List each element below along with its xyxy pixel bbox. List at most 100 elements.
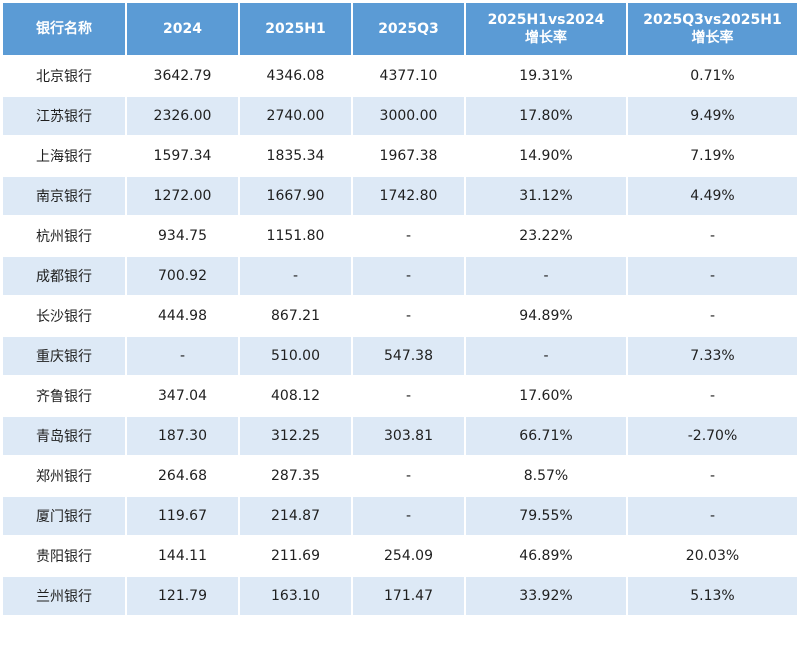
value-cell: 171.47 (351, 575, 466, 617)
value-cell: 211.69 (238, 535, 353, 577)
value-cell: 9.49% (626, 95, 798, 137)
table-row: 重庆银行 -510.00 547.38-7.33% (1, 335, 798, 377)
value-cell: 5.13% (626, 575, 798, 617)
table-row: 杭州银行 934.75 1151.80-23.22% - (1, 215, 798, 257)
bank-name-cell: 重庆银行 (1, 335, 127, 377)
value-cell: 7.19% (626, 135, 798, 177)
value-cell: - (464, 335, 628, 377)
value-cell: - (351, 255, 466, 297)
header-text: 增长率 (691, 30, 734, 46)
value-cell: - (626, 455, 798, 497)
value-cell: 3642.79 (125, 55, 240, 97)
bank-table: 银行名称 2024 2025H1 2025Q3 2025H1vs2024 增长率 2025Q… (1, 1, 798, 617)
value-cell: 20.03% (626, 535, 798, 577)
table-row: 贵阳银行 144.11 211.69 254.09 46.89% 20.03% (1, 535, 798, 577)
value-cell: 187.30 (125, 415, 240, 457)
value-cell: 264.68 (125, 455, 240, 497)
value-cell: 17.60% (464, 375, 628, 417)
value-cell: 31.12% (464, 175, 628, 217)
value-cell: 1835.34 (238, 135, 353, 177)
header-row: 银行名称 2024 2025H1 2025Q3 2025H1vs2024 增长率 2025Q… (1, 1, 798, 57)
bank-name-cell: 杭州银行 (1, 215, 127, 257)
header-cell: 2024 (125, 1, 240, 57)
value-cell: 17.80% (464, 95, 628, 137)
table-row: 厦门银行 119.67 214.87-79.55% - (1, 495, 798, 537)
value-cell: 3000.00 (351, 95, 466, 137)
value-cell: 8.57% (464, 455, 628, 497)
bank-name-cell: 江苏银行 (1, 95, 127, 137)
value-cell: 4346.08 (238, 55, 353, 97)
bank-name-cell: 北京银行 (1, 55, 127, 97)
value-cell: 0.71% (626, 55, 798, 97)
value-cell: 1742.80 (351, 175, 466, 217)
table-row: 北京银行 3642.79 4346.08 4377.10 19.31% 0.71% (1, 55, 798, 97)
bank-name-cell: 长沙银行 (1, 295, 127, 337)
header-cell: 2025H1 (238, 1, 353, 57)
value-cell: - (626, 295, 798, 337)
value-cell: 214.87 (238, 495, 353, 537)
value-cell: 2740.00 (238, 95, 353, 137)
header-text: 银行名称 (36, 21, 92, 37)
table-row: 兰州银行 121.79 163.10 171.47 33.92% 5.13% (1, 575, 798, 617)
value-cell: 700.92 (125, 255, 240, 297)
value-cell: - (626, 375, 798, 417)
value-cell: 867.21 (238, 295, 353, 337)
value-cell: 1272.00 (125, 175, 240, 217)
bank-name-cell: 南京银行 (1, 175, 127, 217)
value-cell: 144.11 (125, 535, 240, 577)
header-text: 2025Q3 (378, 21, 439, 37)
table-row: 郑州银行 264.68 287.35-8.57% - (1, 455, 798, 497)
value-cell: 1967.38 (351, 135, 466, 177)
table-row: 南京银行 1272.00 1667.90 1742.80 31.12% 4.49% (1, 175, 798, 217)
value-cell: 1151.80 (238, 215, 353, 257)
value-cell: 1667.90 (238, 175, 353, 217)
value-cell: - (351, 215, 466, 257)
bank-name-cell: 上海银行 (1, 135, 127, 177)
value-cell: 547.38 (351, 335, 466, 377)
header-cell: 2025Q3vs2025H1 增长率 (626, 1, 798, 57)
value-cell: - (351, 495, 466, 537)
value-cell: 23.22% (464, 215, 628, 257)
table-row: 齐鲁银行 347.04 408.12-17.60% - (1, 375, 798, 417)
value-cell: - (626, 255, 798, 297)
value-cell: - (626, 215, 798, 257)
bank-name-cell: 兰州银行 (1, 575, 127, 617)
value-cell: 121.79 (125, 575, 240, 617)
value-cell: 510.00 (238, 335, 353, 377)
table-row: 江苏银行 2326.00 2740.00 3000.00 17.80% 9.49% (1, 95, 798, 137)
value-cell: 66.71% (464, 415, 628, 457)
value-cell: 408.12 (238, 375, 353, 417)
header-text: 2025Q3vs2025H1 (643, 12, 782, 28)
value-cell: - (238, 255, 353, 297)
bank-name-cell: 郑州银行 (1, 455, 127, 497)
table-row: 成都银行 700.92- - - - (1, 255, 798, 297)
value-cell: 7.33% (626, 335, 798, 377)
header-text: 2025H1 (265, 21, 326, 37)
value-cell: - (351, 455, 466, 497)
table-row: 长沙银行 444.98 867.21-94.89% - (1, 295, 798, 337)
bank-name-cell: 贵阳银行 (1, 535, 127, 577)
value-cell: 254.09 (351, 535, 466, 577)
value-cell: 79.55% (464, 495, 628, 537)
header-text: 增长率 (525, 30, 567, 46)
value-cell: 347.04 (125, 375, 240, 417)
value-cell: -2.70% (626, 415, 798, 457)
value-cell: 119.67 (125, 495, 240, 537)
bank-name-cell: 青岛银行 (1, 415, 127, 457)
value-cell: 14.90% (464, 135, 628, 177)
value-cell: - (464, 255, 628, 297)
header-text: 2025H1vs2024 (487, 12, 605, 28)
value-cell: - (351, 375, 466, 417)
value-cell: 46.89% (464, 535, 628, 577)
value-cell: 4377.10 (351, 55, 466, 97)
table-row: 青岛银行 187.30 312.25 303.81 66.71% -2.70% (1, 415, 798, 457)
value-cell: 934.75 (125, 215, 240, 257)
header-cell: 2025H1vs2024 增长率 (464, 1, 628, 57)
value-cell: 33.92% (464, 575, 628, 617)
header-cell: 2025Q3 (351, 1, 466, 57)
value-cell: 312.25 (238, 415, 353, 457)
value-cell: - (125, 335, 240, 377)
header-cell: 银行名称 (1, 1, 127, 57)
value-cell: 287.35 (238, 455, 353, 497)
